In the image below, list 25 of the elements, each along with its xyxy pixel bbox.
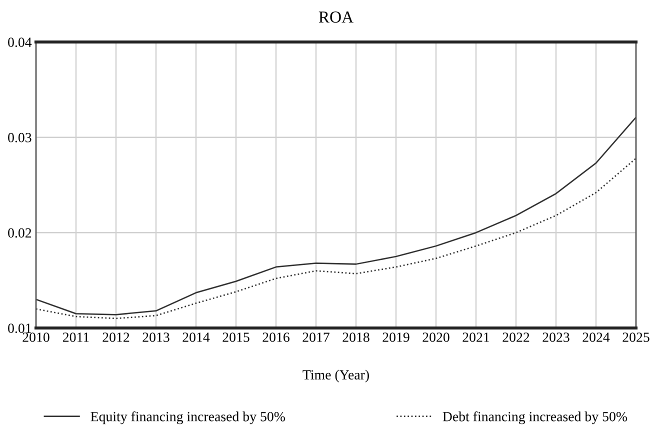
x-tick-label: 2024 — [582, 332, 610, 342]
x-tick-label: 2021 — [462, 332, 490, 342]
x-tick-label: 2019 — [382, 332, 410, 342]
line-series — [36, 116, 636, 316]
legend-label: Equity financing increased by 50% — [90, 411, 285, 424]
x-tick-label: 2022 — [502, 332, 530, 342]
x-tick-label: 2014 — [182, 332, 210, 342]
y-tick-label: 0.04 — [8, 38, 32, 48]
x-tick-label: 2017 — [302, 332, 330, 342]
y-tick-label: 0.03 — [8, 132, 32, 142]
legend-label: Debt financing increased by 50% — [442, 411, 628, 424]
x-tick-label: 2012 — [102, 332, 130, 342]
y-tick-label: 0.02 — [8, 228, 32, 238]
x-tick-label: 2020 — [422, 332, 450, 342]
x-tick-label: 2018 — [342, 332, 370, 342]
x-tick-label: 2011 — [62, 332, 89, 342]
x-tick-label: 2010 — [22, 332, 50, 342]
x-tick-label: 2025 — [622, 332, 650, 342]
x-tick-label: 2016 — [262, 332, 290, 342]
chart-title: ROA — [318, 12, 354, 23]
x-tick-label: 2015 — [222, 332, 250, 342]
x-tick-label: 2023 — [542, 332, 570, 342]
x-axis-title: Time (Year) — [302, 370, 369, 382]
y-tick-label: 0.01 — [8, 324, 31, 334]
x-tick-label: 2013 — [142, 332, 170, 342]
